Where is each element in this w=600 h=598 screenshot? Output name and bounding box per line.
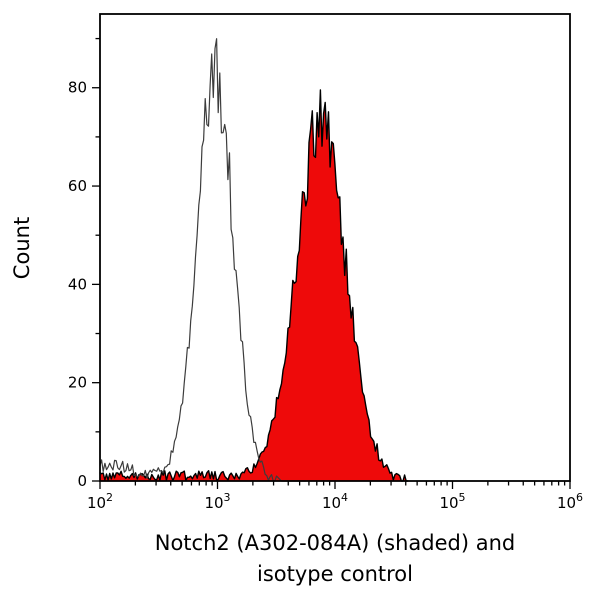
y-tick-label: 60 <box>68 177 87 195</box>
series-line-notch2-shaded <box>99 89 409 482</box>
y-tick-label: 20 <box>68 374 87 392</box>
y-tick-label: 80 <box>68 79 87 97</box>
y-tick-label: 0 <box>77 472 87 490</box>
chart-title: Notch2 (A302-084A) (shaded) and isotype … <box>100 528 570 590</box>
axis-ticks <box>92 37 571 489</box>
chart-title-line2: isotype control <box>256 562 413 586</box>
chart-title-line1: Notch2 (A302-084A) (shaded) and <box>154 531 516 555</box>
x-tick-label: 106 <box>557 491 583 512</box>
x-tick-label: 102 <box>87 491 113 512</box>
series-layer <box>99 38 409 482</box>
series-line-isotype-control <box>99 38 307 482</box>
y-axis-label: Count <box>10 216 34 280</box>
x-tick-label: 105 <box>439 491 465 512</box>
x-tick-label: 103 <box>204 491 230 512</box>
axis-tick-labels: 102 103 104 105 106 0 20 40 60 80 <box>68 79 583 512</box>
y-tick-label: 40 <box>68 275 87 293</box>
x-tick-label: 104 <box>322 491 348 512</box>
series-fill-notch2-shaded <box>100 90 408 481</box>
